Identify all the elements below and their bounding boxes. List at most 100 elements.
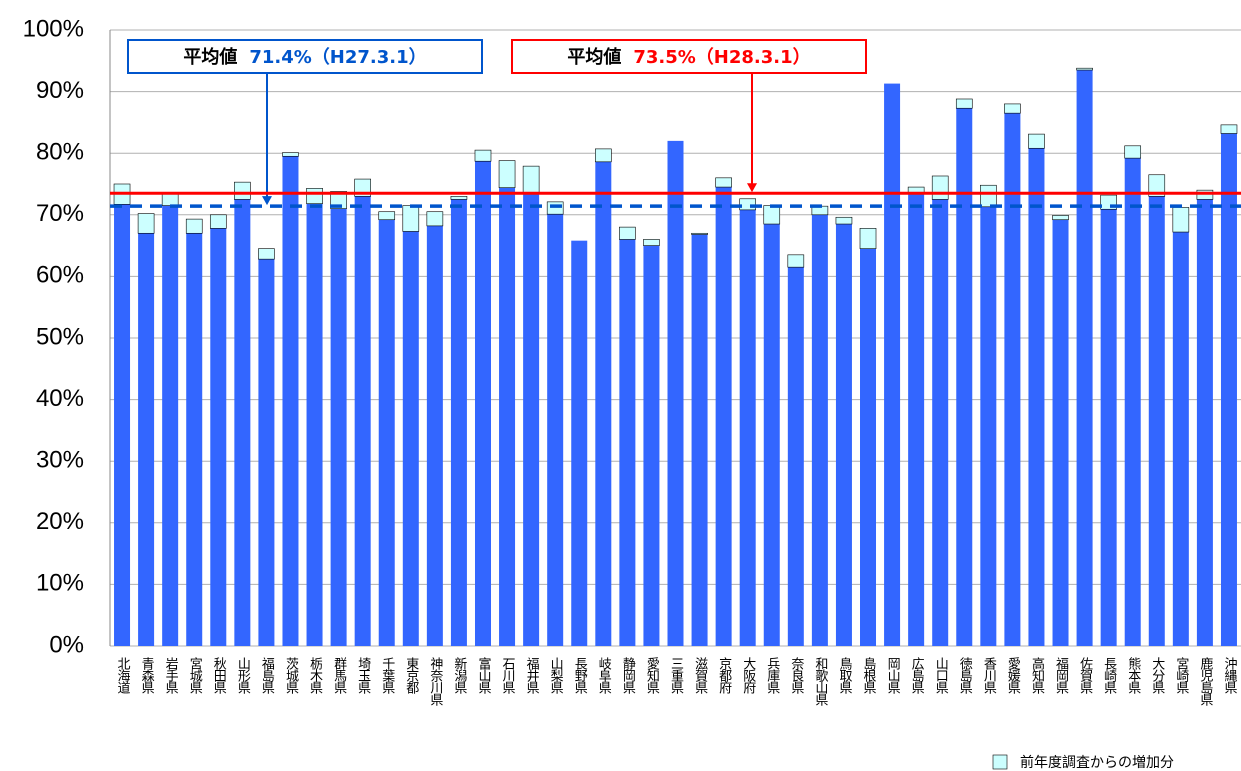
bar-segment <box>931 175 949 200</box>
bar-segment <box>522 165 540 194</box>
x-tick-label: 鳥取県 <box>836 657 852 694</box>
x-tick-label: 兵庫県 <box>764 657 780 694</box>
bar-segment <box>546 201 564 215</box>
legend-swatch <box>992 754 1008 770</box>
bar-segment <box>138 233 155 646</box>
callout-text: 平均値 71.4%（H27.3.1） <box>183 46 426 68</box>
x-tick-label: 広島県 <box>909 657 925 694</box>
x-tick-label: 岡山県 <box>885 657 901 694</box>
callout-label: 平均値 <box>567 46 621 68</box>
x-tick-label: 茨城県 <box>283 657 299 694</box>
bar-segment <box>114 204 131 646</box>
bar-segment <box>980 206 997 647</box>
bar-segment <box>1100 209 1117 647</box>
bar-segment <box>1028 148 1045 646</box>
x-tick-label: 奈良県 <box>788 657 804 694</box>
bar-segment <box>162 205 179 646</box>
bar-segment <box>884 83 901 647</box>
x-tick-label: 東京都 <box>403 656 419 694</box>
x-tick-label: 山形県 <box>235 657 251 694</box>
callout-arrowhead <box>262 196 272 206</box>
bar-segment <box>450 196 468 200</box>
y-tick-label: 40% <box>36 385 84 412</box>
bar-segment <box>426 225 443 646</box>
bar-segment <box>908 193 925 647</box>
x-tick-label: 高知県 <box>1029 656 1045 694</box>
bar-segment <box>595 148 612 163</box>
callout-label: 平均値 <box>183 46 237 68</box>
x-tick-label: 北海道 <box>115 657 131 694</box>
bar-segment <box>498 160 516 188</box>
x-tick-label: 埼玉県 <box>355 657 371 694</box>
x-tick-label: 長崎県 <box>1101 657 1117 694</box>
x-tick-label: 富山県 <box>475 656 491 694</box>
x-tick-label: 福島県 <box>259 657 275 694</box>
x-tick-label: 三重県 <box>668 657 684 694</box>
callout-date: （H27.3.1） <box>312 47 427 68</box>
x-tick-label: 福井県 <box>524 657 540 694</box>
bar-segment <box>1052 215 1069 221</box>
bar-segment <box>185 218 203 234</box>
bar-segment <box>1172 207 1190 233</box>
bar-segment <box>667 140 684 646</box>
x-tick-label: 静岡県 <box>620 657 636 694</box>
bar-segment <box>859 228 877 249</box>
x-tick-label: 栃木県 <box>307 657 323 694</box>
bar-segment <box>1196 199 1213 646</box>
bar-segment <box>571 240 588 646</box>
bar-segment <box>1220 133 1237 646</box>
bar-segment <box>643 239 660 246</box>
bar-segment <box>932 199 949 646</box>
bar-segment <box>619 226 636 240</box>
bar-segment <box>835 216 853 225</box>
callout-text: 平均値 73.5%（H28.3.1） <box>567 46 810 68</box>
bar-segment <box>1028 133 1045 149</box>
x-tick-label: 熊本県 <box>1125 656 1141 694</box>
bar-segment <box>787 267 804 646</box>
bar-segment <box>715 177 732 188</box>
bar-segment <box>619 239 636 646</box>
y-tick-label: 0% <box>49 631 84 658</box>
bar-segment <box>955 98 973 109</box>
bar-segment <box>739 209 756 646</box>
bar-segment <box>643 245 660 646</box>
bar-segment <box>811 214 828 647</box>
x-tick-label: 宮城県 <box>187 656 203 694</box>
bar-segment <box>306 188 323 205</box>
bar-segment <box>1076 67 1093 71</box>
y-tick-label: 20% <box>36 508 84 535</box>
bar-segment <box>1076 70 1093 647</box>
x-tick-label: 島根県 <box>861 657 877 694</box>
bar-segment <box>523 193 540 647</box>
y-tick-label: 50% <box>36 323 84 350</box>
x-tick-label: 福岡県 <box>1053 657 1069 694</box>
bar-segment <box>739 198 756 211</box>
bar-segment <box>474 161 491 646</box>
bar-segment <box>306 203 323 646</box>
legend-label: 前年度調査からの増加分 <box>1020 754 1174 771</box>
bar-segment <box>835 224 852 647</box>
bar-segment <box>282 156 299 646</box>
x-tick-label: 新潟県 <box>451 656 467 694</box>
x-tick-label: 愛媛県 <box>1005 657 1021 694</box>
bar-segment <box>426 211 444 227</box>
bar-segment <box>956 108 973 647</box>
x-tick-label: 山口県 <box>933 657 949 694</box>
bar-segment <box>402 231 419 646</box>
bar-segment <box>499 187 516 647</box>
x-tick-label: 京都府 <box>716 657 732 695</box>
bar-segment <box>378 219 395 646</box>
callout-value: 73.5% <box>633 47 695 68</box>
bar-segment <box>378 211 396 221</box>
bar-segment <box>1004 113 1021 646</box>
x-tick-label: 秋田県 <box>211 657 227 694</box>
bar-segment <box>1124 158 1141 647</box>
bar-segment <box>474 149 492 162</box>
y-tick-label: 70% <box>36 200 84 227</box>
x-tick-label: 石川県 <box>500 657 516 694</box>
bar-segment <box>763 224 780 647</box>
bar-segment <box>234 199 251 646</box>
x-tick-label: 大分県 <box>1149 657 1165 694</box>
bar-segment <box>450 199 467 646</box>
